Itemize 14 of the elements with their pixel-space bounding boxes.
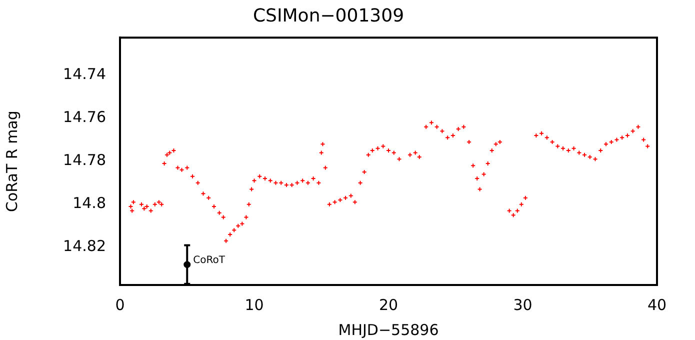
x-tick-label: 0	[115, 296, 125, 314]
y-tick-label: 14.78	[63, 151, 106, 170]
y-axis-title: CoRaT R mag	[2, 110, 21, 212]
x-tick-label: 30	[513, 296, 532, 314]
x-tick-label: 10	[244, 296, 264, 314]
chart-title: CSIMon−001309	[252, 5, 404, 26]
x-tick-label: 40	[647, 296, 667, 314]
x-tick-label: 20	[378, 296, 398, 314]
y-tick-label: 14.8	[72, 194, 106, 212]
x-axis-title: MHJD−55896	[338, 320, 439, 339]
y-tick-label: 14.74	[63, 65, 106, 84]
y-tick-label: 14.82	[63, 237, 106, 256]
series-label: CoRoT	[193, 255, 226, 266]
y-tick-label: 14.76	[63, 108, 106, 126]
